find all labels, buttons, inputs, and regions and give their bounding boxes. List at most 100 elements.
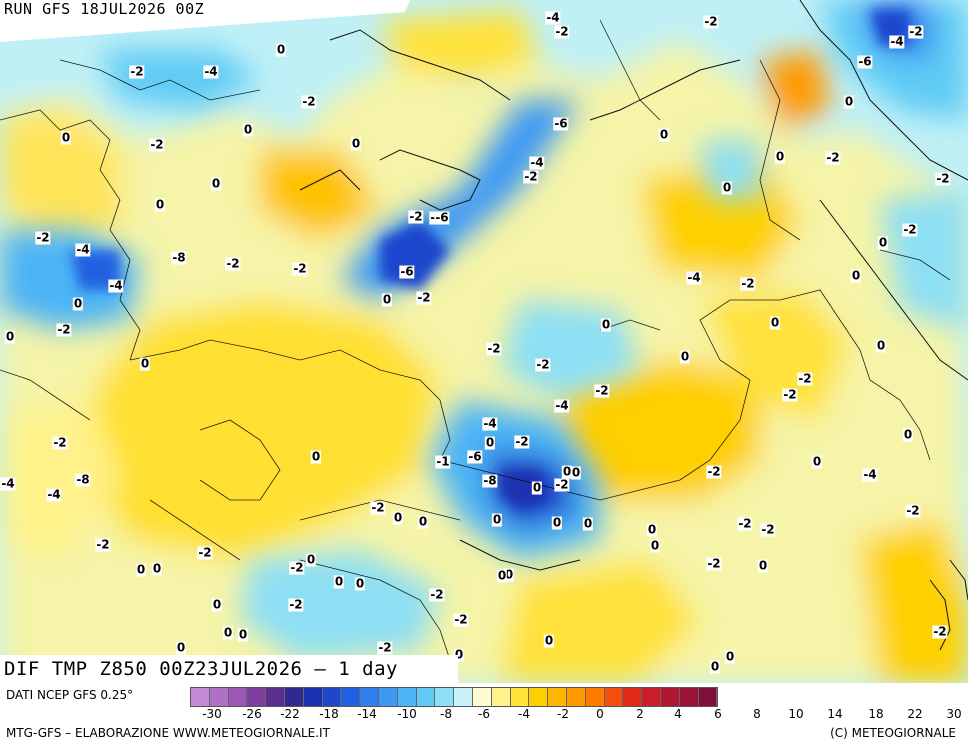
isoline-label: -2 xyxy=(149,137,165,152)
isoline-label: -2 xyxy=(514,434,530,449)
scale-swatch xyxy=(303,688,323,706)
source-label: DATI NCEP GFS 0.25° xyxy=(6,688,134,702)
scale-tick-label: -22 xyxy=(280,707,300,721)
isoline-label: -6 xyxy=(467,449,483,464)
isoline-label: -2 xyxy=(486,341,502,356)
scale-tick-label: -2 xyxy=(557,707,569,721)
isoline-label: -8 xyxy=(75,472,91,487)
isoline-label: -4 xyxy=(75,242,91,257)
isoline-label: 0 xyxy=(139,356,151,371)
isoline-label: -2 xyxy=(797,371,813,386)
isoline-label: -2 xyxy=(292,261,308,276)
run-label: RUN GFS 18JUL2026 00Z xyxy=(4,0,209,18)
isoline-label: 0 xyxy=(570,465,582,480)
isoline-label: -2 xyxy=(594,383,610,398)
scale-tick-label: -18 xyxy=(319,707,339,721)
scale-tick-label: -26 xyxy=(242,707,262,721)
isoline-label: 0 xyxy=(275,42,287,57)
scale-tick-label: -10 xyxy=(397,707,417,721)
isoline-label: 0 xyxy=(877,235,889,250)
isoline-label: 0 xyxy=(543,633,555,648)
isoline-label: 0 xyxy=(875,338,887,353)
country-borders xyxy=(0,19,951,661)
isoline-label: 0 xyxy=(902,427,914,442)
isoline-label: -2 xyxy=(453,612,469,627)
scale-tick-label: 0 xyxy=(596,707,604,721)
isoline-label: 0 xyxy=(211,597,223,612)
isoline-label: -2 xyxy=(902,222,918,237)
scale-tick-label: 18 xyxy=(868,707,884,721)
isoline-label: 0 xyxy=(757,558,769,573)
scale-swatch xyxy=(604,688,624,706)
isoline-label: 0 xyxy=(453,647,465,662)
isoline-label: 0 xyxy=(491,512,503,527)
isoline-label: -4 xyxy=(108,278,124,293)
scale-tick-label: 22 xyxy=(907,707,923,721)
isoline-label: -2 xyxy=(129,64,145,79)
isoline-label: -2 xyxy=(905,503,921,518)
isoline-label: 0 xyxy=(333,574,345,589)
isoline-label: -2 xyxy=(706,464,722,479)
isoline-label: -4 xyxy=(889,34,905,49)
isoline-label: -6 xyxy=(553,116,569,131)
isoline-label: 0 xyxy=(135,562,147,577)
isoline-label: -4 xyxy=(862,467,878,482)
isoline-label: -2 xyxy=(554,477,570,492)
isoline-label: -2 xyxy=(288,597,304,612)
color-scale xyxy=(190,687,719,707)
isoline-label: -2 xyxy=(377,640,393,655)
isoline-label: -2 xyxy=(289,560,305,575)
scale-tick-label: 2 xyxy=(636,707,644,721)
isoline-label: -2 xyxy=(95,537,111,552)
isoline-label: 0 xyxy=(417,514,429,529)
scale-tick-label: -8 xyxy=(440,707,452,721)
isoline-label: 0 xyxy=(774,149,786,164)
isoline-label: 0 xyxy=(222,625,234,640)
scale-swatch xyxy=(679,688,699,706)
isoline-label: -2 xyxy=(935,171,951,186)
isoline-label: 0 xyxy=(843,94,855,109)
scale-swatch xyxy=(510,688,530,706)
scale-tick-label: 4 xyxy=(674,707,682,721)
scale-swatch xyxy=(529,688,549,706)
anomaly-field xyxy=(0,0,968,683)
isoline-label: 0 xyxy=(769,315,781,330)
isoline-label: -2 xyxy=(35,230,51,245)
isoline-label: -2 xyxy=(554,24,570,39)
footer-copyright: (C) METEOGIORNALE xyxy=(830,726,956,740)
scale-swatch xyxy=(322,688,342,706)
isoline-label: 0 xyxy=(646,522,658,537)
isoline-label: 0 xyxy=(392,510,404,525)
isoline-label: -4 xyxy=(46,487,62,502)
scale-swatch xyxy=(360,688,379,706)
isoline-label: -4 xyxy=(203,64,219,79)
isoline-label: 0 xyxy=(175,640,187,655)
isoline-label: 0 xyxy=(151,561,163,576)
scale-swatch xyxy=(435,688,455,706)
isoline-label: 0 xyxy=(709,659,721,674)
isoline-label: 0 xyxy=(354,576,366,591)
cold-cores xyxy=(70,10,910,510)
isoline-label: -2 xyxy=(301,94,317,109)
isoline-label: 0 xyxy=(811,454,823,469)
scale-swatch xyxy=(623,688,643,706)
scale-tick-label: -6 xyxy=(478,707,490,721)
isoline-label: -2 xyxy=(908,24,924,39)
isoline-label: 0 xyxy=(600,317,612,332)
scale-swatch xyxy=(284,688,304,706)
isoline-label: -2 xyxy=(932,624,948,639)
isoline-label: -6 xyxy=(434,210,450,225)
scale-tick-label: 8 xyxy=(753,707,761,721)
isoline-label: 0 xyxy=(649,538,661,553)
scale-swatch xyxy=(585,688,605,706)
isoline-label: 0 xyxy=(679,349,691,364)
scale-tick-label: -30 xyxy=(202,707,222,721)
scale-tick-label: 14 xyxy=(827,707,843,721)
scale-swatch xyxy=(491,688,511,706)
scale-swatch xyxy=(247,688,267,706)
isoline-label: 0 xyxy=(503,567,515,582)
isoline-label: -6 xyxy=(857,54,873,69)
isoline-label: -2 xyxy=(429,587,445,602)
isoline-label: -2 xyxy=(535,357,551,372)
